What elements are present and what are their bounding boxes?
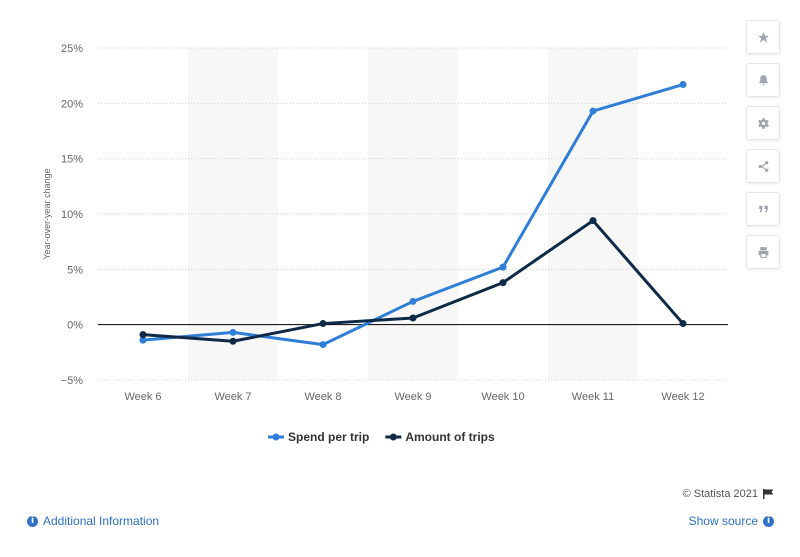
share-icon	[758, 160, 768, 172]
x-tick-label: Week 8	[304, 391, 341, 403]
series-group	[139, 81, 687, 349]
x-tick-label: Week 10	[481, 391, 524, 403]
bell-icon	[758, 74, 768, 85]
legend-marker	[389, 433, 397, 441]
data-point[interactable]	[499, 263, 507, 271]
x-tick-label: Week 11	[572, 391, 614, 403]
print-button[interactable]	[746, 235, 780, 269]
data-point[interactable]	[679, 81, 687, 89]
y-tick-label: 5%	[67, 264, 83, 276]
data-point[interactable]	[409, 314, 417, 322]
show-source-link[interactable]: Show source i	[689, 514, 774, 528]
x-tick-label: Week 12	[661, 391, 704, 403]
x-tick-label: Week 9	[394, 391, 431, 403]
data-point[interactable]	[139, 336, 147, 344]
y-tick-label: 25%	[61, 43, 83, 55]
data-point[interactable]	[679, 320, 687, 328]
y-tick-label: 15%	[61, 154, 83, 166]
flag-icon	[763, 489, 774, 499]
cite-button[interactable]	[746, 192, 780, 226]
y-tick-label: 20%	[61, 98, 83, 110]
x-tick-label: Week 6	[124, 391, 161, 403]
data-point[interactable]	[139, 331, 147, 339]
side-toolbar	[746, 20, 780, 278]
legend: Spend per trip Amount of trips	[268, 430, 495, 444]
y-tick-label: 0%	[67, 320, 83, 332]
y-tick-label: 10%	[61, 209, 83, 221]
legend-marker	[272, 433, 280, 441]
legend-item[interactable]: Amount of trips	[385, 430, 495, 444]
quote-icon	[758, 205, 768, 212]
show-source-label: Show source	[688, 514, 758, 528]
data-point[interactable]	[229, 337, 237, 345]
data-point[interactable]	[319, 320, 327, 328]
share-button[interactable]	[746, 149, 780, 183]
additional-information-link[interactable]: i Additional Information	[27, 514, 159, 528]
print-icon	[758, 246, 768, 258]
data-point[interactable]	[499, 279, 507, 287]
info-icon: i	[27, 515, 38, 527]
data-point[interactable]	[589, 107, 597, 115]
y-axis-label: Year-over-year change	[42, 168, 52, 259]
data-point[interactable]	[229, 328, 237, 336]
additional-information-label: Additional Information	[43, 514, 160, 528]
notification-button[interactable]	[746, 63, 780, 97]
gear-icon	[757, 117, 769, 129]
y-axis-ticks: −5% 0% 5% 10% 15% 20% 25%	[61, 43, 84, 387]
legend-label: Spend per trip	[288, 430, 369, 444]
legend-item[interactable]: Spend per trip	[268, 430, 369, 444]
favorite-button[interactable]	[746, 20, 780, 54]
star-icon	[757, 31, 769, 42]
legend-label: Amount of trips	[405, 430, 495, 444]
statista-credit[interactable]: © Statista 2021	[683, 488, 774, 500]
data-point[interactable]	[409, 297, 417, 305]
x-axis-ticks: Week 6 Week 7 Week 8 Week 9 Week 10 Week 11 We…	[124, 391, 704, 403]
y-tick-label: −5%	[61, 375, 84, 387]
settings-button[interactable]	[746, 106, 780, 140]
data-point[interactable]	[319, 341, 327, 349]
info-icon: i	[763, 515, 774, 527]
credit-text: © Statista 2021	[682, 488, 758, 500]
data-point[interactable]	[589, 217, 597, 225]
x-tick-label: Week 7	[214, 391, 251, 403]
